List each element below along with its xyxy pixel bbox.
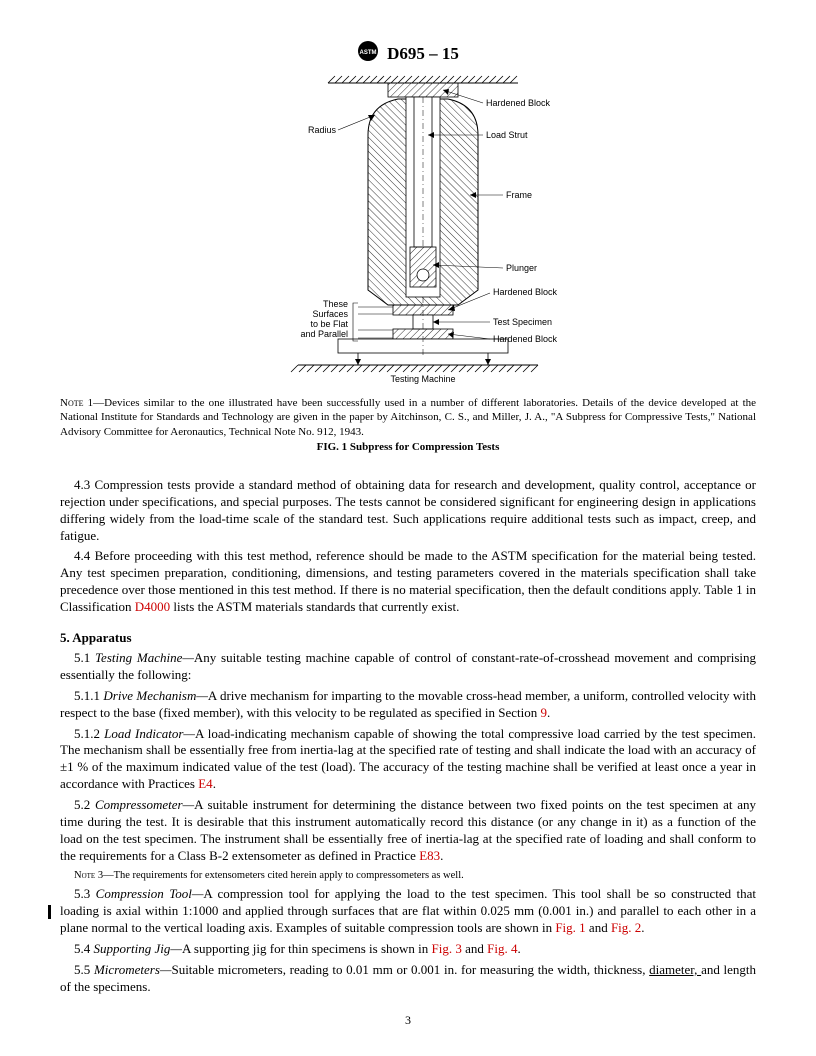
astm-logo-icon: ASTM [357,40,379,67]
page: ASTM D695 – 15 [0,0,816,1040]
label-surfaces-1: These [323,299,348,309]
label-load-strut: Load Strut [486,130,528,140]
num-5-3: 5.3 [74,886,96,901]
text-5-4-b: . [517,941,520,956]
num-5-5: 5.5 [74,962,94,977]
note3-text: The requirements for extensometers cited… [114,870,464,881]
note3-label: Note [74,870,95,881]
para-5-4: 5.4 Supporting Jig—A supporting jig for … [60,941,756,958]
note-label: Note [60,397,84,409]
label-frame: Frame [506,190,532,200]
subpress-diagram: Hardened Block Load Strut Frame Plunger … [228,75,588,385]
term-load-indicator: Load Indicator— [104,726,195,741]
link-fig-1[interactable]: Fig. 1 [555,920,585,935]
para-5-2: 5.2 Compressometer—A suitable instrument… [60,797,756,865]
para-4-3: 4.3 Compression tests provide a standard… [60,477,756,545]
label-plunger: Plunger [506,263,537,273]
label-test-specimen: Test Specimen [493,317,552,327]
term-compression-tool: Compression Tool— [96,886,204,901]
label-radius: Radius [308,125,337,135]
text-5-3-b: . [641,920,644,935]
num-5-4: 5.4 [74,941,94,956]
para-5-1-1: 5.1.1 Drive Mechanism—A drive mechanism … [60,688,756,722]
term-testing-machine: Testing Machine— [95,650,194,665]
label-hardened-block-top: Hardened Block [486,98,551,108]
num-5-1: 5.1 [74,650,95,665]
figure-caption: FIG. 1 Subpress for Compression Tests [60,441,756,453]
term-compressometer: Compressometer— [95,797,194,812]
term-supporting-jig: Supporting Jig— [94,941,182,956]
term-drive-mechanism: Drive Mechanism— [103,688,207,703]
num-5-2: 5.2 [74,797,95,812]
label-surfaces-2: Surfaces [312,309,348,319]
text-5-4-mid: and [462,941,487,956]
change-bar-icon [48,905,51,919]
link-d4000[interactable]: D4000 [135,599,170,614]
para-4-4: 4.4 Before proceeding with this test met… [60,548,756,616]
text-5-1-2-b: . [213,776,216,791]
label-testing-machine: Testing Machine [390,374,455,384]
para-5-1-2: 5.1.2 Load Indicator—A load-indicating m… [60,726,756,794]
link-fig-3[interactable]: Fig. 3 [432,941,462,956]
designation-title: D695 – 15 [387,44,459,64]
note-num: 1— [84,397,105,409]
link-e4[interactable]: E4 [198,776,212,791]
section-5-heading: 5. Apparatus [60,630,756,646]
text-5-5-a: Suitable micrometers, reading to 0.01 mm… [171,962,649,977]
label-surfaces-3: to be Flat [310,319,348,329]
note-text: Devices similar to the one illustrated h… [60,397,756,438]
label-surfaces-4: and Parallel [300,329,348,339]
svg-text:ASTM: ASTM [360,50,377,56]
page-number: 3 [0,1013,816,1028]
text-5-3-mid: and [586,920,611,935]
text-5-2-b: . [440,848,443,863]
note3-num: 3— [95,870,113,881]
text-5-1-1-b: . [547,705,550,720]
link-e83[interactable]: E83 [419,848,440,863]
num-5-1-1: 5.1.1 [74,688,103,703]
para-5-5: 5.5 Micrometers—Suitable micrometers, re… [60,962,756,996]
document-header: ASTM D695 – 15 [60,40,756,67]
link-fig-2[interactable]: Fig. 2 [611,920,641,935]
num-5-1-2: 5.1.2 [74,726,104,741]
para-4-4-b: lists the ASTM materials standards that … [170,599,459,614]
note-3: Note 3—The requirements for extensometer… [60,869,756,883]
para-5-1: 5.1 Testing Machine—Any suitable testing… [60,650,756,684]
label-hardened-block-low: Hardened Block [493,334,558,344]
para-5-3: 5.3 Compression Tool—A compression tool … [60,886,756,937]
figure-1: Hardened Block Load Strut Frame Plunger … [60,75,756,390]
figure-note: Note 1—Devices similar to the one illust… [60,396,756,439]
link-fig-4[interactable]: Fig. 4 [487,941,517,956]
text-5-5-underline: diameter, [649,962,701,977]
text-5-4-a: A supporting jig for thin specimens is s… [182,941,432,956]
label-hardened-block-mid: Hardened Block [493,287,558,297]
term-micrometers: Micrometers— [94,962,172,977]
